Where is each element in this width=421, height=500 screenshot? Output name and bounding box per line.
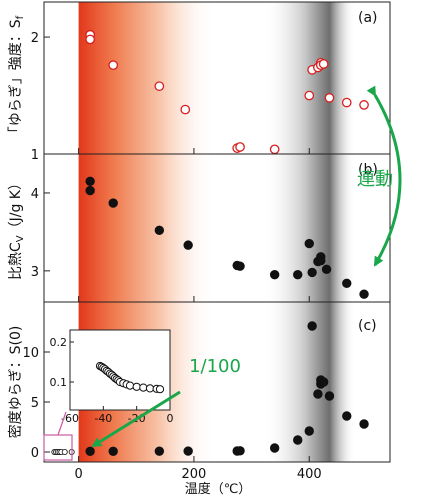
- data-point: [293, 435, 303, 445]
- y-tick-label: 1: [31, 148, 39, 163]
- panel-b-ylabel: 比熱CV（J/g K）: [8, 176, 26, 280]
- x-tick-label: 0: [74, 467, 82, 482]
- data-point: [183, 446, 193, 456]
- data-point: [359, 289, 369, 299]
- data-point: [85, 176, 95, 186]
- inset-data-point: [125, 381, 135, 390]
- data-point: [359, 100, 369, 110]
- transition-band: [263, 2, 356, 462]
- data-point: [235, 446, 245, 456]
- data-point: [85, 446, 95, 456]
- data-point: [324, 93, 335, 103]
- data-point: [341, 97, 352, 108]
- data-point: [269, 443, 280, 453]
- data-point: [318, 377, 329, 387]
- y-tick-label: 2: [31, 31, 39, 46]
- data-point: [269, 144, 280, 155]
- low-temp-point: [61, 448, 68, 455]
- inset-chart: -60-40-2000.10.2: [50, 329, 174, 425]
- link-arrow: [366, 85, 402, 267]
- inset-data-point: [132, 382, 141, 391]
- data-point: [293, 270, 303, 280]
- panel-c-frame: [43, 301, 391, 463]
- inset-y-tick-label: 0.1: [50, 376, 68, 389]
- data-point: [313, 389, 323, 399]
- data-point: [342, 411, 352, 421]
- data-point: [183, 240, 193, 250]
- y-tick-label: 3: [31, 265, 39, 280]
- data-point: [307, 267, 317, 278]
- inset-data-point: [145, 384, 155, 393]
- data-point: [154, 225, 165, 236]
- y-tick-label: 4: [31, 187, 39, 202]
- panel-a: 1 2 (a) 「ゆらぎ」強度：Sf: [8, 1, 391, 163]
- y-tick-label: 0: [31, 446, 39, 461]
- data-point: [304, 426, 314, 436]
- data-point: [235, 142, 245, 152]
- inset-x-tick-label: 0: [167, 412, 174, 425]
- panel-c-ylabel: 密度ゆらぎ：S(0): [7, 326, 24, 439]
- data-point: [316, 256, 326, 266]
- scale-annotation: 1/100: [189, 356, 241, 377]
- data-point: [85, 34, 95, 45]
- data-point: [307, 321, 317, 331]
- data-point: [321, 264, 332, 274]
- y-tick-label: 5: [31, 396, 39, 411]
- inset-y-tick-label: 0.2: [50, 336, 68, 349]
- data-point: [304, 238, 314, 249]
- data-point: [108, 60, 119, 70]
- x-axis-label: 温度（℃）: [185, 481, 252, 497]
- data-point: [304, 90, 315, 101]
- panel-b: 34 (b) 比熱CV（J/g K）: [8, 153, 391, 303]
- x-tick-label: 200: [182, 467, 207, 482]
- inset-connector: [57, 411, 67, 436]
- panel-c-label: (c): [358, 318, 377, 334]
- data-point: [235, 261, 245, 271]
- data-point: [180, 104, 191, 115]
- data-point: [359, 419, 369, 429]
- inset-data-point: [139, 383, 148, 392]
- data-point: [154, 446, 165, 456]
- data-point: [154, 81, 165, 92]
- data-point: [108, 198, 118, 208]
- data-point: [324, 391, 335, 401]
- inset-x-tick-label: -60: [61, 412, 79, 425]
- panel-a-label: (a): [358, 10, 378, 26]
- x-tick-label: 400: [297, 467, 322, 482]
- link-annotation: 連動: [357, 169, 393, 190]
- data-point: [85, 185, 95, 196]
- data-point: [342, 278, 352, 289]
- inset-source-box: [43, 434, 73, 461]
- inset-x-tick-label: -40: [94, 412, 112, 425]
- inset-data-point: [155, 385, 165, 394]
- panel-a-ylabel: 「ゆらぎ」強度：Sf: [8, 15, 26, 140]
- data-point: [269, 270, 280, 280]
- scale-arrow: [91, 390, 181, 448]
- inset-frame: [69, 329, 171, 411]
- data-point: [108, 446, 118, 456]
- y-tick-label: 10: [22, 346, 39, 361]
- data-point: [318, 59, 329, 69]
